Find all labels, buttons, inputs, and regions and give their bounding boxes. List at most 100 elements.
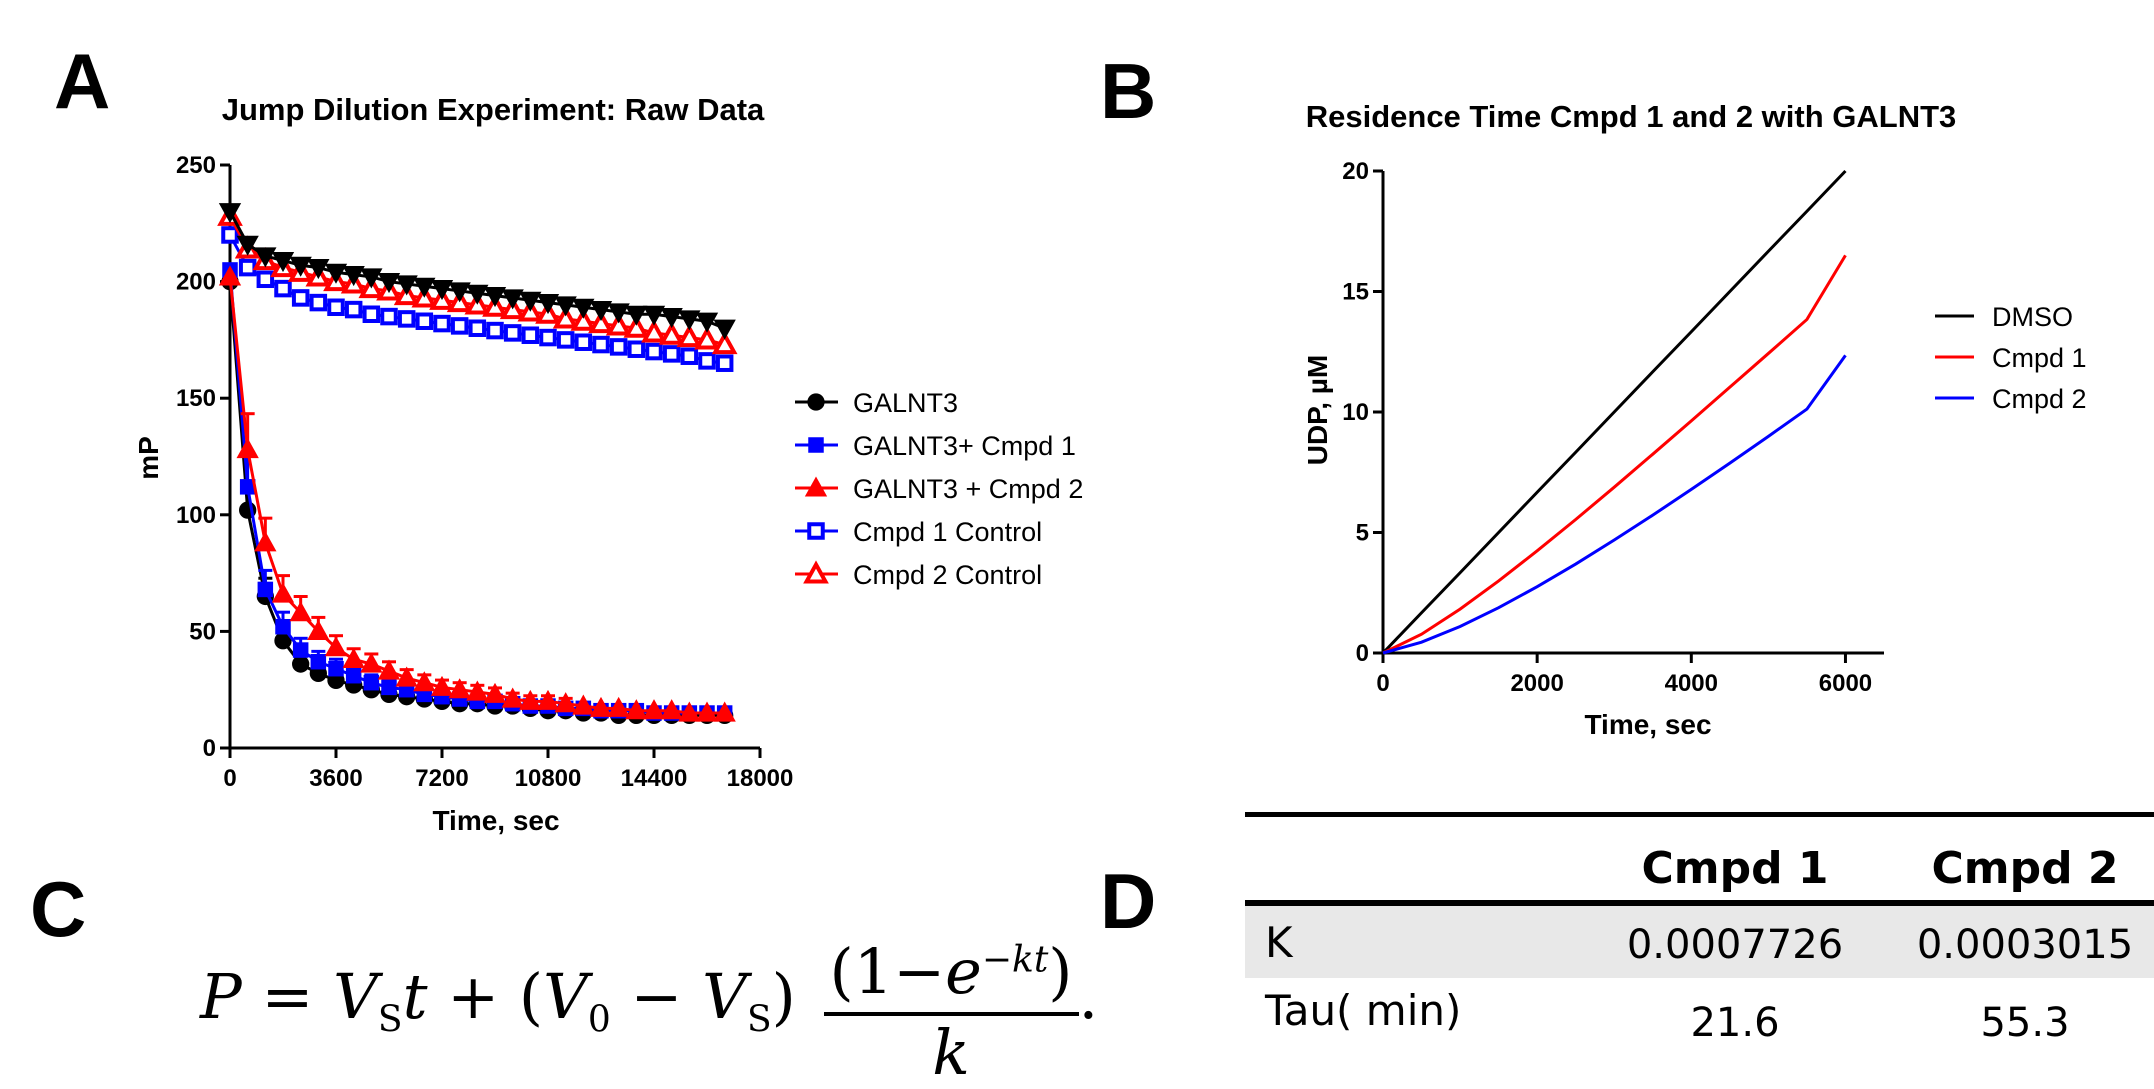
formula-denominator: k xyxy=(932,1016,970,1089)
legend-entry: GALNT3 + Cmpd 2 xyxy=(795,474,1083,504)
data-point xyxy=(309,293,328,312)
data-point xyxy=(397,310,416,328)
legend-label: Cmpd 1 Control xyxy=(853,517,1042,547)
data-point xyxy=(342,266,365,287)
data-point xyxy=(486,321,504,340)
data-point xyxy=(641,319,667,343)
formula-vs: V xyxy=(333,960,378,1034)
data-point xyxy=(715,354,734,372)
formula-lhs: P xyxy=(200,960,242,1034)
data-point xyxy=(274,279,292,298)
legend-entry: Cmpd 1 Control xyxy=(795,517,1042,547)
data-point xyxy=(572,298,595,319)
x-tick-label: 0 xyxy=(1376,670,1389,697)
tau-cmpd-2: 55.3 xyxy=(1980,1000,2070,1045)
data-point xyxy=(413,277,436,298)
legend-label: DMSO xyxy=(1992,302,2073,332)
data-point xyxy=(536,689,560,710)
data-point xyxy=(415,312,434,330)
x-tick-label: 6000 xyxy=(1819,670,1872,697)
data-point xyxy=(521,326,540,344)
data-point xyxy=(609,338,628,356)
data-point xyxy=(572,694,595,715)
legend-marker xyxy=(808,437,824,453)
x-tick-label: 7200 xyxy=(415,765,468,792)
tau-cmpd-1: 21.6 xyxy=(1690,1000,1780,1045)
y-tick-label: 0 xyxy=(203,735,216,762)
data-point xyxy=(570,307,597,331)
legend-marker xyxy=(804,476,828,497)
header-cmpd-1: Cmpd 1 xyxy=(1641,843,1829,894)
data-point xyxy=(625,699,648,720)
formula-close: ) xyxy=(771,960,796,1034)
data-point xyxy=(271,252,295,273)
data-point xyxy=(678,701,701,722)
legend-label: Cmpd 2 xyxy=(1992,384,2087,414)
data-point xyxy=(519,291,542,312)
data-point xyxy=(430,675,454,696)
data-point xyxy=(623,314,650,338)
data-point xyxy=(501,687,524,708)
data-point xyxy=(695,312,719,333)
data-point xyxy=(588,310,614,334)
panel-label-b: B xyxy=(1100,47,1157,135)
legend-label: Cmpd 2 Control xyxy=(853,560,1042,590)
data-point xyxy=(660,308,683,329)
data-point xyxy=(711,330,738,355)
data-point xyxy=(607,303,630,324)
data-point xyxy=(380,307,398,326)
x-tick-label: 3600 xyxy=(309,765,362,792)
data-point xyxy=(468,319,487,337)
data-point xyxy=(271,582,295,603)
data-point xyxy=(466,680,489,701)
data-point xyxy=(275,618,291,635)
data-point xyxy=(395,275,418,296)
legend-label: GALNT3 xyxy=(853,388,958,418)
legend-entry: Cmpd 1 xyxy=(1935,343,2087,373)
rate-equation: P = VSt + (V0 − VS) (1−e−kt) k . xyxy=(200,925,1098,1089)
data-point xyxy=(552,305,579,329)
num-exp: −kt xyxy=(981,939,1049,981)
formula-plus: + xyxy=(447,960,500,1034)
data-point xyxy=(680,347,699,365)
data-point xyxy=(695,701,719,722)
legend-entry: GALNT3 xyxy=(795,388,958,418)
legend-label: Cmpd 1 xyxy=(1992,343,2087,373)
data-point xyxy=(413,671,436,692)
y-tick-label: 50 xyxy=(189,618,216,645)
y-tick-label: 250 xyxy=(176,152,216,179)
y-tick-label: 100 xyxy=(176,502,216,529)
formula-fraction: (1−e−kt) k xyxy=(823,935,1079,1089)
data-point xyxy=(256,270,275,289)
data-point xyxy=(503,324,522,342)
data-point xyxy=(292,642,309,658)
data-point xyxy=(342,647,365,668)
x-tick-label: 2000 xyxy=(1510,670,1563,697)
data-point xyxy=(539,328,557,347)
series-5 xyxy=(218,203,736,340)
y-axis-label: UDP, µM xyxy=(1302,355,1333,466)
x-tick-label: 14400 xyxy=(621,765,688,792)
header-cmpd-2: Cmpd 2 xyxy=(1931,843,2119,894)
k-cmpd-1: 0.0007726 xyxy=(1626,922,1844,968)
legend-marker xyxy=(807,393,825,411)
series-4 xyxy=(217,202,738,355)
legend-entry: Cmpd 2 Control xyxy=(795,560,1042,590)
formula-v0-sub: 0 xyxy=(587,999,611,1041)
data-point xyxy=(592,335,610,354)
data-point xyxy=(324,636,348,657)
data-point xyxy=(574,333,593,351)
data-point xyxy=(501,289,524,310)
data-point xyxy=(642,699,666,720)
data-point xyxy=(450,317,469,335)
legend-entry: DMSO xyxy=(1935,302,2073,332)
data-point xyxy=(377,659,401,680)
data-point xyxy=(307,619,330,640)
chart-title: Residence Time Cmpd 1 and 2 with GALNT3 xyxy=(1306,99,1957,134)
chart-title: Jump Dilution Experiment: Raw Data xyxy=(222,92,765,127)
data-point xyxy=(554,692,577,713)
data-point xyxy=(328,660,344,677)
num-e: e xyxy=(945,935,982,1008)
y-tick-label: 0 xyxy=(1356,640,1369,667)
data-point xyxy=(589,301,613,322)
